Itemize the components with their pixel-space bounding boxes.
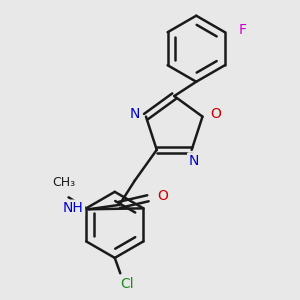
Text: Cl: Cl: [120, 277, 134, 291]
Text: N: N: [130, 107, 140, 122]
Text: O: O: [210, 107, 221, 122]
Text: F: F: [238, 23, 246, 37]
Text: NH: NH: [63, 201, 83, 215]
Text: CH₃: CH₃: [52, 176, 76, 188]
Text: N: N: [189, 154, 199, 168]
Text: O: O: [157, 189, 168, 203]
